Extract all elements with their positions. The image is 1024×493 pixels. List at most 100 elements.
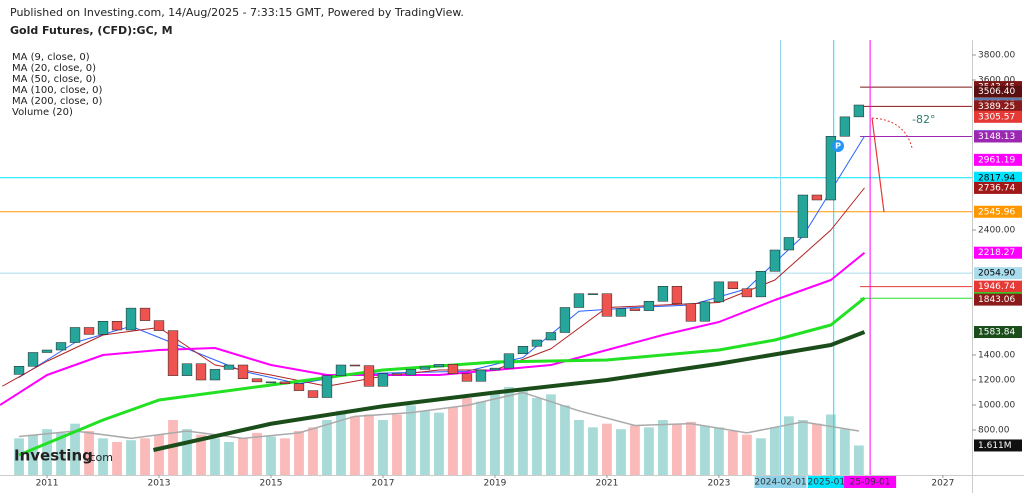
price-tag-label: 3389.25 <box>978 102 1015 112</box>
price-tag-label: 3148.13 <box>978 132 1015 142</box>
projection-arrow <box>871 117 885 213</box>
volume-bar <box>70 423 80 475</box>
candle-body <box>433 364 445 368</box>
price-tag-label: 3506.40 <box>978 87 1015 97</box>
angle-arc <box>871 117 913 149</box>
volume-bar <box>392 414 402 475</box>
volume-bar <box>98 438 108 475</box>
candle-body <box>699 301 711 322</box>
volume-bar <box>84 431 94 475</box>
date-tag-label: 2024-02-01 <box>754 478 806 488</box>
volume-bar <box>308 427 318 475</box>
volume-bar <box>672 423 682 475</box>
candle-body <box>531 339 543 347</box>
ma-line <box>0 251 866 406</box>
date-tag <box>844 476 897 488</box>
candle-body <box>153 320 165 331</box>
volume-bar <box>588 427 598 475</box>
volume-bar <box>42 429 52 475</box>
candle-body <box>601 293 613 317</box>
price-tag-label: 2961.19 <box>978 155 1015 165</box>
candle-body <box>41 349 53 353</box>
price-tag-label: 1946.74 <box>978 282 1015 292</box>
volume-bar <box>322 420 332 475</box>
y-tick-label: 1400.00 <box>978 351 1015 361</box>
volume-tag-label: 1.611M <box>978 441 1012 451</box>
price-tag <box>974 181 1022 194</box>
candle-body <box>405 369 417 376</box>
x-tick-label: 2021 <box>595 479 618 489</box>
price-tag <box>974 326 1022 339</box>
candle-body <box>111 321 123 331</box>
published-note: Published on Investing.com, 14/Aug/2025 … <box>10 6 464 19</box>
volume-bar <box>714 427 724 475</box>
legend-entry: MA (50, close, 0) <box>12 74 96 85</box>
date-tag-label: 2025-01-01 <box>808 478 860 488</box>
price-tag-label: 2545.96 <box>978 207 1015 217</box>
candle-body <box>97 321 109 335</box>
volume-bar <box>448 407 458 475</box>
volume-bar <box>490 392 500 475</box>
volume-bar <box>56 432 66 475</box>
candle-body <box>853 104 865 118</box>
volume-bar <box>798 420 808 475</box>
candle-body <box>181 363 193 376</box>
price-tag-label: 2817.94 <box>978 173 1015 183</box>
candle-body <box>139 307 151 321</box>
price-tag-label: 2736.74 <box>978 183 1015 193</box>
candle-body <box>237 364 249 379</box>
marker-label: P <box>835 142 841 151</box>
price-tag <box>974 153 1022 166</box>
price-tag <box>974 293 1022 306</box>
candle-body <box>349 364 361 367</box>
candle-body <box>839 116 851 137</box>
candle-body <box>825 136 837 201</box>
volume-bar <box>126 440 136 475</box>
candle-body <box>335 364 347 376</box>
logo: Investing .com <box>14 447 113 465</box>
candle-body <box>223 364 235 370</box>
candle-body <box>363 365 375 387</box>
volume-bar <box>504 387 514 475</box>
volume-bar <box>294 431 304 475</box>
candle-body <box>741 288 753 298</box>
x-tick-label: 2011 <box>36 479 59 489</box>
volume-bar <box>112 442 122 475</box>
price-tag-label: 3305.57 <box>978 112 1015 122</box>
ma-line <box>1 187 865 387</box>
volume-tag <box>974 439 1022 452</box>
volume-bar <box>532 398 542 475</box>
volume-bar <box>784 416 794 475</box>
candle-body <box>251 378 263 383</box>
volume-bar <box>154 434 164 475</box>
price-tag <box>974 280 1022 293</box>
candle-body <box>657 286 669 302</box>
angle-label: -82° <box>912 113 935 126</box>
plot-area <box>0 40 976 478</box>
volume-bar <box>853 445 864 475</box>
x-tick-label: 2019 <box>484 479 507 489</box>
volume-bar <box>728 431 738 475</box>
x-tick-label: 2015 <box>260 479 283 489</box>
candle-body <box>461 373 473 382</box>
candle-body <box>475 369 487 382</box>
volume-bar <box>602 423 612 475</box>
candle-body <box>125 307 137 331</box>
y-tick-label: 1000.00 <box>978 401 1015 411</box>
volume-bar <box>840 429 850 475</box>
y-tick-label: 3600.00 <box>978 76 1015 86</box>
candle-body <box>27 352 39 367</box>
legend-entry: MA (100, close, 0) <box>12 85 102 96</box>
candle-body <box>783 237 795 251</box>
price-tag-label: 1843.06 <box>978 295 1015 305</box>
candle-body <box>671 286 683 304</box>
volume-bar <box>700 425 710 475</box>
ma-line <box>152 330 866 452</box>
legend-entry: MA (200, close, 0) <box>12 96 102 107</box>
candle-body <box>503 353 515 369</box>
volume-bar <box>658 420 668 475</box>
price-tag <box>974 267 1022 280</box>
candle-body <box>321 375 333 398</box>
candle-body <box>167 330 179 376</box>
x-tick-label: 2023 <box>707 479 730 489</box>
